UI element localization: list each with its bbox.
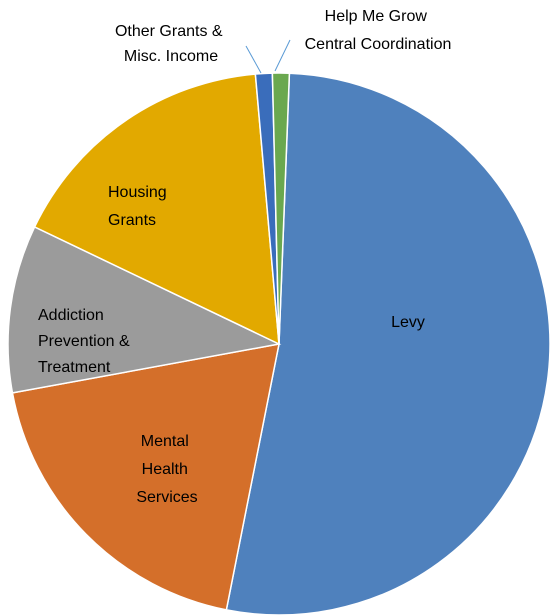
slice-label-help-me-grow: Help Me Grow Central Coordination [305, 8, 452, 53]
slice-label-other-grants: Other Grants & Misc. Income [115, 23, 227, 65]
slice-addiction [7, 225, 282, 394]
slice-label-levy: Levy [391, 314, 425, 331]
slice-housing [33, 73, 280, 346]
leader-line-help-me-grow [274, 39, 291, 72]
slice-mental-health [11, 343, 280, 611]
slice-label-addiction: Addiction Prevention & Treatment [38, 307, 134, 376]
slice-help-me-grow [271, 72, 291, 345]
pie-slices [7, 72, 550, 615]
slice-levy [225, 72, 550, 615]
leader-line-other-grants [245, 45, 262, 74]
slice-label-mental-health: Mental Health Services [136, 433, 197, 506]
slice-label-housing: Housing Grants [108, 184, 171, 229]
